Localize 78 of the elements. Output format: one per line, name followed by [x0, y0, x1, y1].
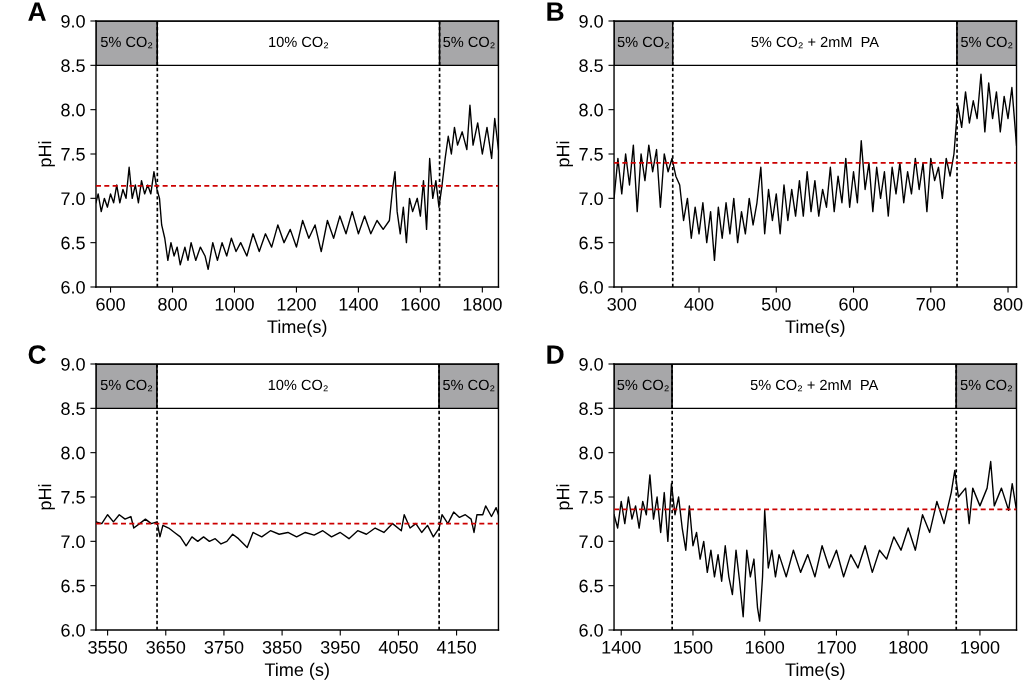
- band-label: 5% CO₂: [617, 36, 669, 49]
- y-tick-label: 9.0: [579, 357, 603, 371]
- band-label: 5% CO₂: [100, 379, 153, 392]
- y-tick-label: 7.0: [61, 535, 85, 549]
- y-tick-label: 9.0: [61, 357, 85, 371]
- y-tick-label: 7.0: [579, 192, 603, 206]
- x-tick-label: 1500: [674, 640, 713, 654]
- y-axis-title: pHi: [38, 141, 55, 167]
- y-tick-label: 6.5: [579, 236, 603, 250]
- x-tick-label: 1400: [339, 297, 378, 311]
- y-tick-label: 7.5: [579, 491, 603, 504]
- chart-title: D: [547, 345, 564, 364]
- y-tick-label: 6.5: [61, 579, 85, 593]
- x-tick-label: 800: [993, 297, 1023, 311]
- y-tick-label: 8.5: [579, 59, 603, 73]
- y-tick-label: 8.0: [61, 103, 85, 117]
- x-tick-label: 1800: [889, 640, 928, 654]
- y-tick-label: 8.5: [61, 402, 85, 416]
- y-tick-label: 8.5: [61, 59, 85, 73]
- x-tick-label: 600: [96, 297, 125, 311]
- x-tick-label: 800: [158, 297, 187, 311]
- x-tick-label: 1000: [215, 297, 254, 311]
- y-tick-label: 6.5: [61, 236, 85, 250]
- chart-title: C: [28, 345, 46, 364]
- x-tick-label: 3850: [262, 640, 302, 654]
- y-tick-label: 7.0: [61, 192, 85, 206]
- y-tick-label: 6.0: [579, 280, 603, 294]
- y-tick-label: 8.5: [579, 402, 603, 416]
- chart-title: B: [547, 2, 564, 21]
- x-axis-title: Time(s): [267, 319, 327, 337]
- x-tick-label: 1900: [961, 640, 1000, 654]
- band-label: 5% CO₂: [443, 379, 495, 392]
- band-label: 5% CO₂: [100, 36, 153, 49]
- x-tick-label: 1700: [817, 640, 856, 654]
- x-tick-label: 1400: [602, 640, 641, 654]
- x-tick-label: 500: [761, 297, 791, 311]
- y-axis-title: pHi: [556, 484, 573, 510]
- chart-title: A: [28, 2, 46, 21]
- y-tick-label: 7.5: [61, 491, 85, 504]
- y-tick-label: 9.0: [579, 14, 603, 28]
- x-tick-label: 1200: [277, 297, 316, 311]
- x-tick-label: 300: [607, 297, 637, 311]
- y-tick-label: 9.0: [61, 14, 85, 28]
- y-tick-label: 8.0: [579, 103, 603, 117]
- band-label: 5% CO₂ + 2mM PA: [751, 36, 879, 49]
- y-tick-label: 7.5: [61, 148, 85, 161]
- y-tick-label: 6.0: [579, 623, 603, 637]
- x-tick-label: 3950: [320, 640, 360, 654]
- band-label: 10% CO₂: [269, 36, 329, 49]
- y-tick-label: 6.0: [61, 623, 85, 637]
- x-tick-label: 700: [916, 297, 946, 311]
- x-tick-label: 600: [839, 297, 868, 311]
- band-label: 10% CO₂: [268, 379, 328, 392]
- band-label: 5% CO₂: [961, 36, 1013, 49]
- band-label: 5% CO₂: [960, 379, 1012, 392]
- x-tick-label: 3750: [204, 640, 244, 654]
- y-axis-title: pHi: [556, 141, 573, 167]
- x-tick-label: 1600: [746, 640, 785, 654]
- x-axis-title: Time (s): [264, 662, 329, 680]
- band-label: 5% CO₂: [617, 379, 669, 392]
- y-tick-label: 6.0: [61, 280, 85, 294]
- y-tick-label: 7.5: [579, 148, 603, 161]
- x-tick-label: 4050: [378, 640, 418, 654]
- x-tick-label: 1600: [401, 297, 440, 311]
- x-tick-label: 400: [684, 297, 714, 311]
- x-tick-label: 3650: [146, 640, 186, 654]
- x-axis-title: Time(s): [785, 319, 845, 337]
- y-axis-title: pHi: [38, 484, 55, 510]
- y-tick-label: 7.0: [579, 535, 603, 549]
- band-label: 5% CO₂ + 2mM PA: [750, 379, 879, 392]
- y-tick-label: 6.5: [579, 579, 603, 593]
- y-tick-label: 8.0: [579, 446, 603, 460]
- x-tick-label: 3550: [88, 640, 127, 654]
- y-tick-label: 8.0: [61, 446, 85, 460]
- x-tick-label: 4150: [436, 640, 476, 654]
- x-axis-title: Time(s): [785, 662, 845, 680]
- x-tick-label: 1800: [463, 297, 502, 311]
- band-label: 5% CO₂: [443, 36, 495, 49]
